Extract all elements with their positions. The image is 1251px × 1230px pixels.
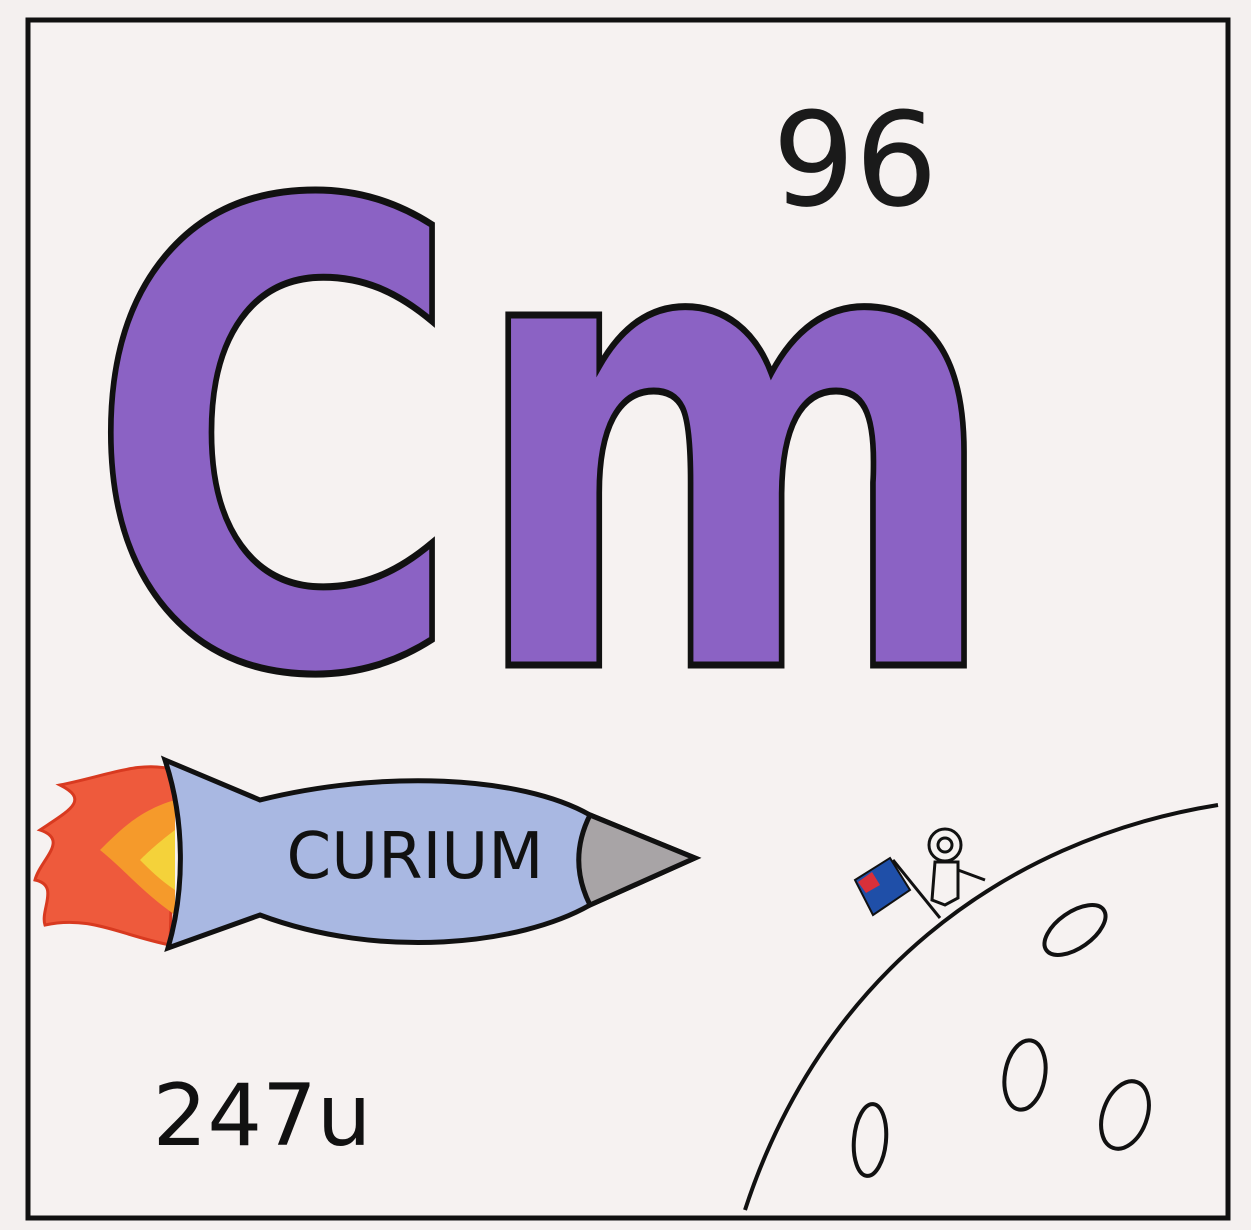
element-card: 96 Cm CURIUM 247u bbox=[0, 0, 1251, 1230]
element-symbol: Cm bbox=[85, 71, 1005, 816]
element-name: CURIUM bbox=[287, 820, 544, 894]
atomic-mass: 247u bbox=[153, 1066, 372, 1166]
